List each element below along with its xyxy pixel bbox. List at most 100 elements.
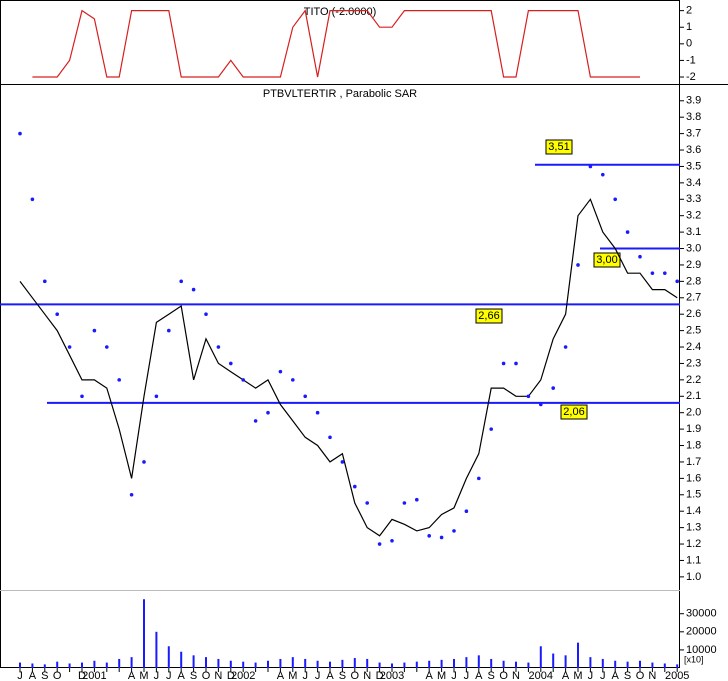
- y-tick-label: 3.6: [686, 144, 701, 156]
- sar-dot: [142, 460, 146, 464]
- series-line: [32, 9, 640, 78]
- volume-bar: [453, 658, 455, 668]
- y-tick-label: 3.2: [686, 210, 701, 222]
- sar-dot: [563, 345, 568, 349]
- sar-dot: [18, 131, 22, 136]
- x-tick-label: J: [154, 670, 160, 681]
- y-tick-label: 3.1: [686, 226, 701, 238]
- sar-dot: [452, 529, 456, 533]
- sar-dot: [663, 271, 667, 275]
- volume-bar: [267, 660, 269, 668]
- sar-dot: [477, 476, 481, 481]
- volume-bar: [539, 646, 542, 668]
- level-label-box: [475, 308, 503, 324]
- sar-dot: [204, 312, 208, 316]
- y-tick-label: 2: [686, 5, 692, 17]
- y-tick-label: 30000: [686, 608, 717, 620]
- volume-bar: [229, 660, 232, 668]
- sar-dot: [229, 361, 233, 366]
- volume-bar: [329, 661, 331, 668]
- volume-bar: [465, 657, 468, 668]
- y-tick-label: 2.4: [686, 341, 701, 353]
- level-label-box: [560, 404, 588, 420]
- sar-dot: [353, 484, 357, 489]
- volume-bar: [663, 663, 666, 668]
- y-tick-label: 1.9: [686, 423, 701, 435]
- x-tick-label: N: [512, 670, 520, 681]
- x-tick-label: J: [451, 670, 457, 681]
- volume-bar: [217, 658, 220, 668]
- x-tick-label: S: [488, 670, 495, 681]
- volume-bar: [589, 657, 592, 668]
- volume-bar: [527, 662, 530, 668]
- level-label: 3,51: [548, 141, 569, 153]
- sar-dot: [377, 542, 382, 546]
- x-tick-label: D: [227, 670, 235, 681]
- sar-dot: [241, 378, 245, 382]
- y-tick-label: 1.5: [686, 489, 701, 501]
- volume-bar: [254, 662, 257, 668]
- volume-bar: [105, 662, 108, 668]
- volume-bar: [205, 657, 207, 668]
- sar-dot: [464, 509, 469, 513]
- y-tick-label: 3.4: [686, 177, 701, 189]
- volume-bar: [366, 658, 369, 668]
- sar-dot: [167, 328, 171, 333]
- y-tick-label: 3.7: [686, 128, 701, 140]
- volume-bar: [130, 657, 133, 668]
- volume-bar: [143, 599, 145, 668]
- x-tick-label: J: [302, 670, 308, 681]
- volume-bar: [626, 661, 629, 668]
- x-tick-label: M: [288, 670, 297, 681]
- sar-dot: [489, 427, 494, 431]
- sar-dot: [390, 538, 394, 543]
- sar-dot: [415, 497, 419, 502]
- volume-bar: [564, 655, 567, 668]
- level-label-box: [545, 139, 573, 155]
- sar-dot: [501, 361, 506, 366]
- volume-bar: [614, 660, 617, 668]
- x-tick-label: M: [139, 670, 148, 681]
- level-label: 2,06: [563, 406, 584, 418]
- y-tick-label: 2.0: [686, 407, 701, 419]
- x-tick-label: D: [376, 670, 384, 681]
- y-tick-label: 0: [686, 38, 692, 50]
- y-tick-label: 2.7: [686, 292, 701, 304]
- sar-dot: [601, 172, 605, 177]
- volume-bar: [316, 660, 319, 668]
- x-tick-label: A: [562, 670, 570, 681]
- sar-dot: [588, 164, 593, 169]
- y-tick-label: 2.6: [686, 308, 701, 320]
- sar-dot: [551, 386, 555, 390]
- y-tick-label: 3.0: [686, 242, 701, 254]
- sar-dot: [650, 271, 655, 275]
- volume-bar: [490, 658, 493, 668]
- y-tick-label: 2.5: [686, 325, 701, 337]
- x-tick-label: 2001: [82, 670, 106, 681]
- x-tick-label: A: [277, 670, 285, 681]
- volume-bar: [577, 642, 579, 668]
- y-tick-label: 1: [686, 21, 692, 33]
- y-tick-label: 2.2: [686, 374, 701, 386]
- sar-dot: [675, 279, 679, 284]
- volume-bar: [502, 660, 505, 668]
- level-label: 2,66: [478, 310, 499, 322]
- x-tick-label: J: [588, 670, 594, 681]
- sar-dot: [253, 419, 258, 423]
- volume-bar: [552, 653, 555, 668]
- x-tick-label: O: [636, 670, 645, 681]
- sar-dot: [576, 263, 580, 267]
- volume-bar: [304, 658, 307, 668]
- x-tick-label: O: [351, 670, 360, 681]
- x-tick-label: A: [326, 670, 334, 681]
- y-tick-label: 20000: [686, 626, 717, 638]
- sar-dot: [526, 394, 531, 399]
- sar-dot: [402, 501, 407, 505]
- x-tick-label: N: [648, 670, 656, 681]
- x-tick-label: D: [78, 670, 86, 681]
- x-tick-label: N: [363, 670, 371, 681]
- y-tick-label: 2.1: [686, 390, 701, 402]
- volume-bar: [31, 663, 34, 668]
- sar-dot: [55, 312, 59, 316]
- x-tick-label: J: [464, 670, 470, 681]
